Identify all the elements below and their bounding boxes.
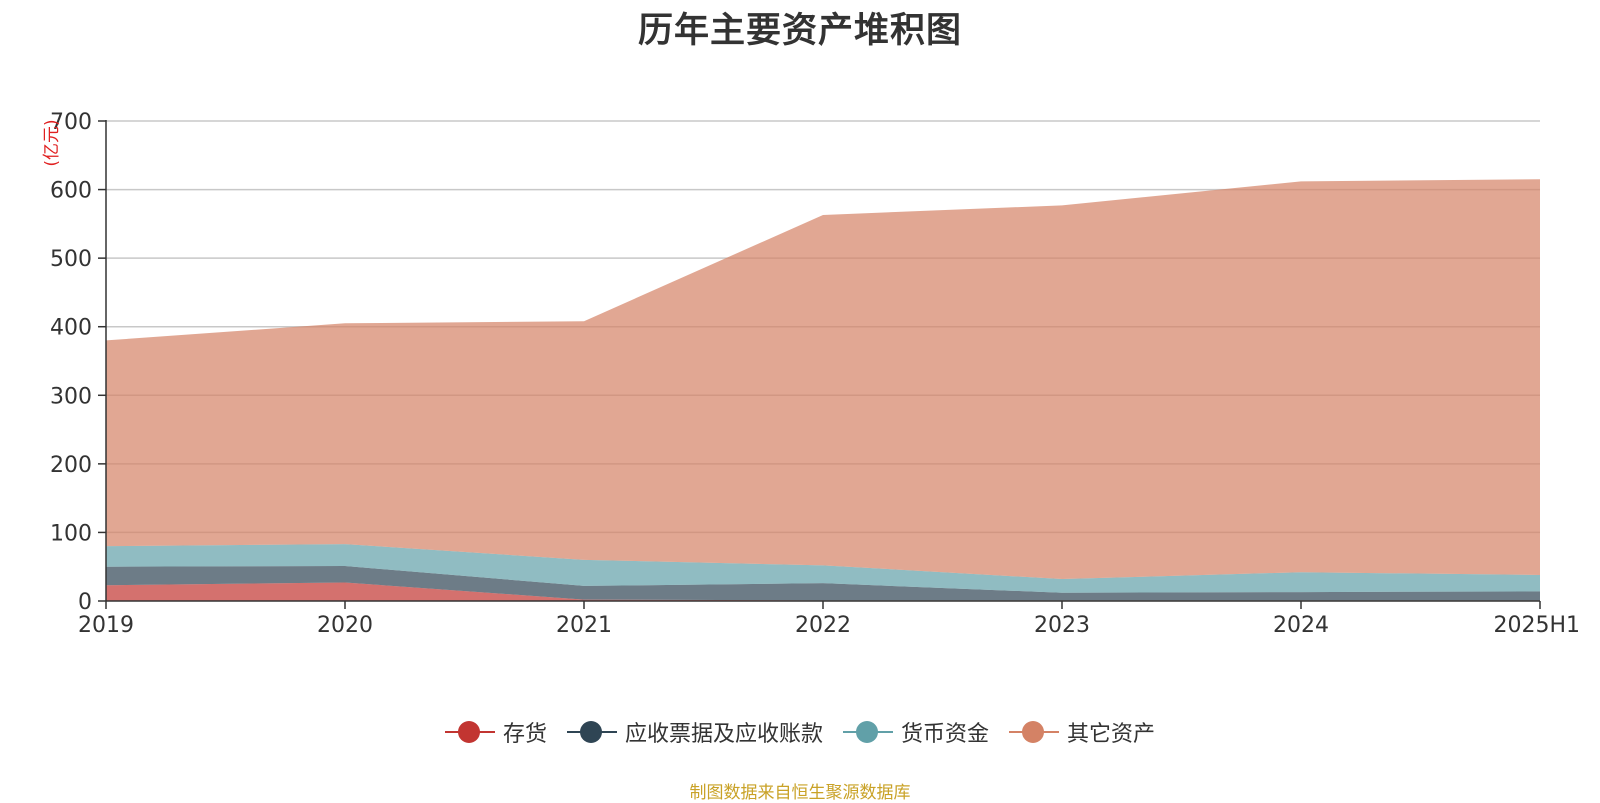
legend-item-3[interactable]: 货币资金 [843,716,989,748]
source-note: 制图数据来自恒生聚源数据库 [689,783,911,803]
y-tick-label: 300 [50,384,92,409]
legend-marker-icon [843,720,893,744]
x-tick-label: 2024 [1273,613,1329,638]
legend-dot [1022,721,1045,743]
area-series-3 [106,544,1540,593]
y-tick-label: 600 [50,179,92,204]
x-tick-label: 2019 [78,613,134,638]
x-tick-label: 2021 [556,613,612,638]
area-series-1 [106,582,1540,601]
y-tick-label: 400 [50,316,92,341]
legend-item-1[interactable]: 存货 [444,716,547,748]
y-tick-label: 500 [50,247,92,272]
legend-marker-icon [566,720,617,744]
legend-item-4[interactable]: 其它资产 [1009,716,1155,748]
x-tick-label: 2025H1 [1493,613,1580,638]
x-tick-label: 2023 [1034,613,1090,638]
legend-label: 货币资金 [901,722,990,747]
legend-marker-icon [444,720,495,744]
chart-title: 历年主要资产堆积图 [637,11,962,51]
area-series-2 [106,566,1540,601]
axes: 0 100 200 300 400 500 600 700 2019 2020 2021 2022 20… [50,110,1580,638]
area-series-4 [106,179,1540,580]
y-tick-label: 0 [78,590,92,615]
legend-marker-icon [1009,720,1060,744]
y-tick-label: 700 [50,110,92,135]
legend-label: 存货 [502,722,547,747]
legend-dot [457,721,480,743]
legend-label: 其它资产 [1067,722,1156,747]
legend-item-2[interactable]: 应收票据及应收账款 [566,716,823,748]
legend-dot [856,721,878,743]
x-tick-label: 2020 [317,613,373,638]
y-tick-label: 100 [50,521,92,546]
y-axis-unit-label: (亿元) [42,119,62,166]
y-tick-label: 200 [50,453,92,478]
x-tick-label: 2022 [795,613,851,638]
area-series [106,179,1540,601]
legend: 存货 应收票据及应收账款 货币资金 其它资产 [0,716,1600,748]
legend-label: 应收票据及应收账款 [624,722,823,747]
legend-dot [579,721,602,743]
